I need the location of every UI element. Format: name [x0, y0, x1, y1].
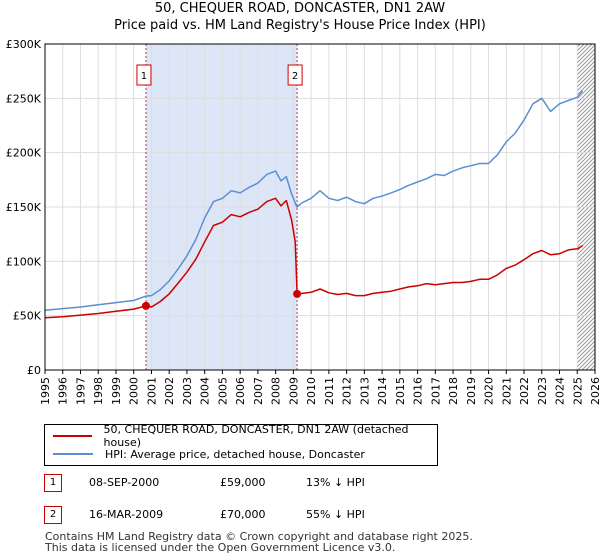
x-tick-label: 2001 [145, 377, 158, 405]
y-tick-label: £250K [6, 92, 42, 105]
x-tick-label: 2021 [500, 377, 513, 405]
x-tick-label: 2022 [518, 377, 531, 405]
legend-item-property: 50, CHEQUER ROAD, DONCASTER, DN1 2AW (de… [53, 423, 437, 449]
x-tick-label: 2002 [163, 377, 176, 405]
x-tick-label: 2024 [554, 377, 567, 405]
sale-label: 1 [141, 71, 147, 82]
x-tick-label: 2016 [412, 377, 425, 405]
x-tick-label: 2026 [589, 377, 600, 405]
x-tick-label: 2025 [571, 377, 584, 405]
x-tick-label: 2007 [252, 377, 265, 405]
x-tick-label: 2019 [465, 377, 478, 405]
price-chart: £0 £50K £100K £150K £200K £250K £300K 1995 1996 1… [6, 38, 600, 405]
y-tick-label: £50K [13, 310, 42, 323]
transaction-number-badge: 2 [44, 506, 62, 524]
y-tick-label: £0 [27, 364, 41, 377]
x-tick-label: 2004 [199, 377, 212, 405]
x-tick-label: 2012 [341, 377, 354, 405]
x-tick-label: 2017 [429, 377, 442, 405]
x-tick-label: 2010 [305, 377, 318, 405]
x-tick-label: 1999 [110, 377, 123, 405]
hpi-line [44, 90, 584, 311]
x-tick-label: 2023 [536, 377, 549, 405]
legend-item-hpi: HPI: Average price, detached house, Donc… [53, 446, 365, 462]
footer: Contains HM Land Registry data © Crown c… [45, 531, 473, 553]
transaction-date: 16-MAR-2009 [89, 508, 164, 521]
sale-label-box [287, 64, 303, 86]
y-tick-label: £100K [6, 255, 42, 268]
sale-label: 2 [292, 71, 298, 82]
x-tick-label: 2013 [358, 377, 371, 405]
x-tick-label: 2018 [447, 377, 460, 405]
x-tick-label: 2009 [287, 377, 300, 405]
x-tick-label: 1995 [39, 377, 52, 405]
y-tick-label: £300K [6, 38, 42, 51]
x-tick-label: 1998 [92, 377, 105, 405]
x-tick-label: 1997 [74, 377, 87, 405]
x-tick-label: 1996 [57, 377, 70, 405]
footer-licence: This data is licensed under the Open Gov… [45, 541, 396, 554]
transaction-hpi-diff: 55% ↓ HPI [306, 508, 365, 521]
y-tick-label: £150K [6, 201, 42, 214]
chart-title: 50, CHEQUER ROAD, DONCASTER, DN1 2AW [154, 1, 446, 16]
chart-subtitle: Price paid vs. HM Land Registry's House … [114, 18, 486, 33]
x-tick-label: 2006 [234, 377, 247, 405]
sale-point [293, 289, 302, 298]
plot-frame [44, 43, 596, 371]
transaction-price: £59,000 [220, 476, 266, 489]
legend: 50, CHEQUER ROAD, DONCASTER, DN1 2AW (de… [44, 423, 438, 466]
x-tick-label: 2000 [128, 377, 141, 405]
transaction-price: £70,000 [220, 508, 266, 521]
x-tick-label: 2015 [394, 377, 407, 405]
legend-swatch-property [53, 435, 92, 437]
x-tick-label: 2003 [181, 377, 194, 405]
x-tick-label: 2011 [323, 377, 336, 405]
x-tick-label: 2008 [270, 377, 283, 405]
transaction-number-badge: 1 [44, 474, 62, 492]
sale-label-box [136, 64, 152, 86]
legend-label-hpi: HPI: Average price, detached house, Donc… [105, 447, 365, 461]
x-tick-label: 2005 [216, 377, 229, 405]
legend-swatch-hpi [53, 453, 93, 455]
x-tick-label: 2020 [483, 377, 496, 405]
y-tick-label: £200K [6, 147, 42, 160]
transaction-hpi-diff: 13% ↓ HPI [306, 476, 365, 489]
transaction-date: 08-SEP-2000 [89, 476, 160, 489]
footer-copyright: Contains HM Land Registry data © Crown c… [45, 530, 473, 543]
x-tick-label: 2014 [376, 377, 389, 405]
sale-point [141, 301, 150, 310]
legend-label-property: 50, CHEQUER ROAD, DONCASTER, DN1 2AW (de… [103, 423, 409, 449]
property-price-line [44, 197, 583, 319]
